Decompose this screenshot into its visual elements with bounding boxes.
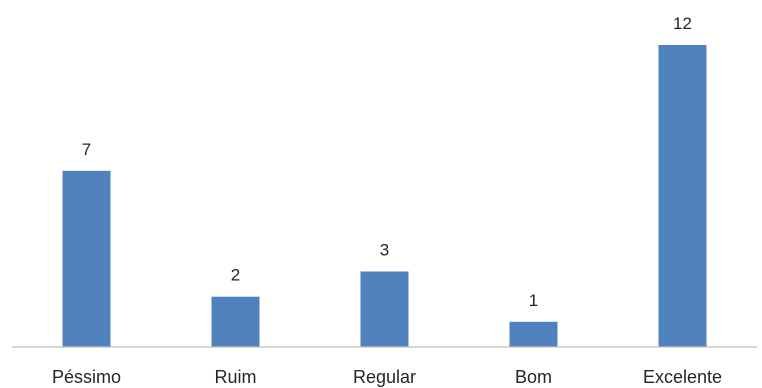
category-label-0: Péssimo	[52, 367, 121, 387]
bar-4	[658, 45, 707, 347]
data-label-4: 12	[673, 14, 692, 33]
bar-2	[360, 271, 409, 347]
data-label-2: 3	[380, 241, 389, 260]
data-labels-group: 7 2 3 1 12	[82, 14, 692, 310]
category-label-2: Regular	[353, 367, 416, 387]
data-label-0: 7	[82, 140, 91, 159]
category-label-1: Ruim	[214, 367, 256, 387]
category-label-4: Excelente	[643, 367, 722, 387]
category-labels-group: Péssimo Ruim Regular Bom Excelente	[52, 367, 722, 387]
bar-3	[509, 321, 558, 347]
category-label-3: Bom	[515, 367, 552, 387]
bars-group	[62, 45, 707, 347]
bar-0	[62, 170, 111, 347]
bar-1	[211, 296, 260, 347]
data-label-1: 2	[231, 266, 240, 285]
data-label-3: 1	[529, 291, 538, 310]
